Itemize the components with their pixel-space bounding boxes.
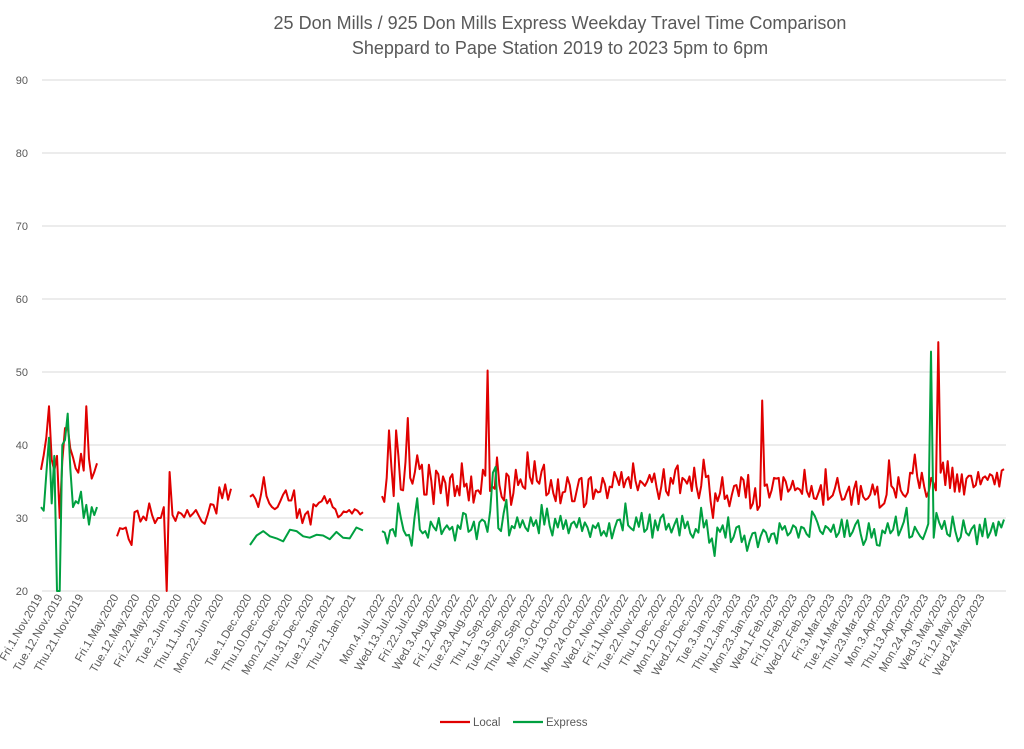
series-line-express-2 [249,526,364,546]
y-tick-label: 30 [16,513,28,525]
series-line-local-1 [116,471,232,592]
y-axis-ticks: 20 30 40 50 60 70 80 90 [16,75,28,598]
legend-label-express: Express [546,717,588,729]
y-tick-label: 70 [16,221,28,233]
grid [42,79,1006,592]
y-tick-label: 60 [16,294,28,306]
series-lines [40,341,1005,592]
x-axis-ticks: Fri.1.Nov.2019Tue.12.Nov.2019Thu.21.Nov.… [0,593,988,679]
series-line-express-3 [381,350,1005,557]
series-line-express-0 [40,412,98,592]
y-tick-label: 40 [16,440,28,452]
legend: Local Express [440,717,588,729]
chart-title-line2: Sheppard to Pape Station 2019 to 2023 5p… [352,38,768,58]
legend-label-local: Local [473,717,501,729]
y-tick-label: 50 [16,367,28,379]
y-tick-label: 90 [16,75,28,87]
chart-title-line1: 25 Don Mills / 925 Don Mills Express Wee… [274,13,847,33]
series-line-local-3 [381,341,1005,519]
series-line-local-2 [249,476,364,526]
y-tick-label: 80 [16,148,28,160]
y-tick-label: 20 [16,586,28,598]
